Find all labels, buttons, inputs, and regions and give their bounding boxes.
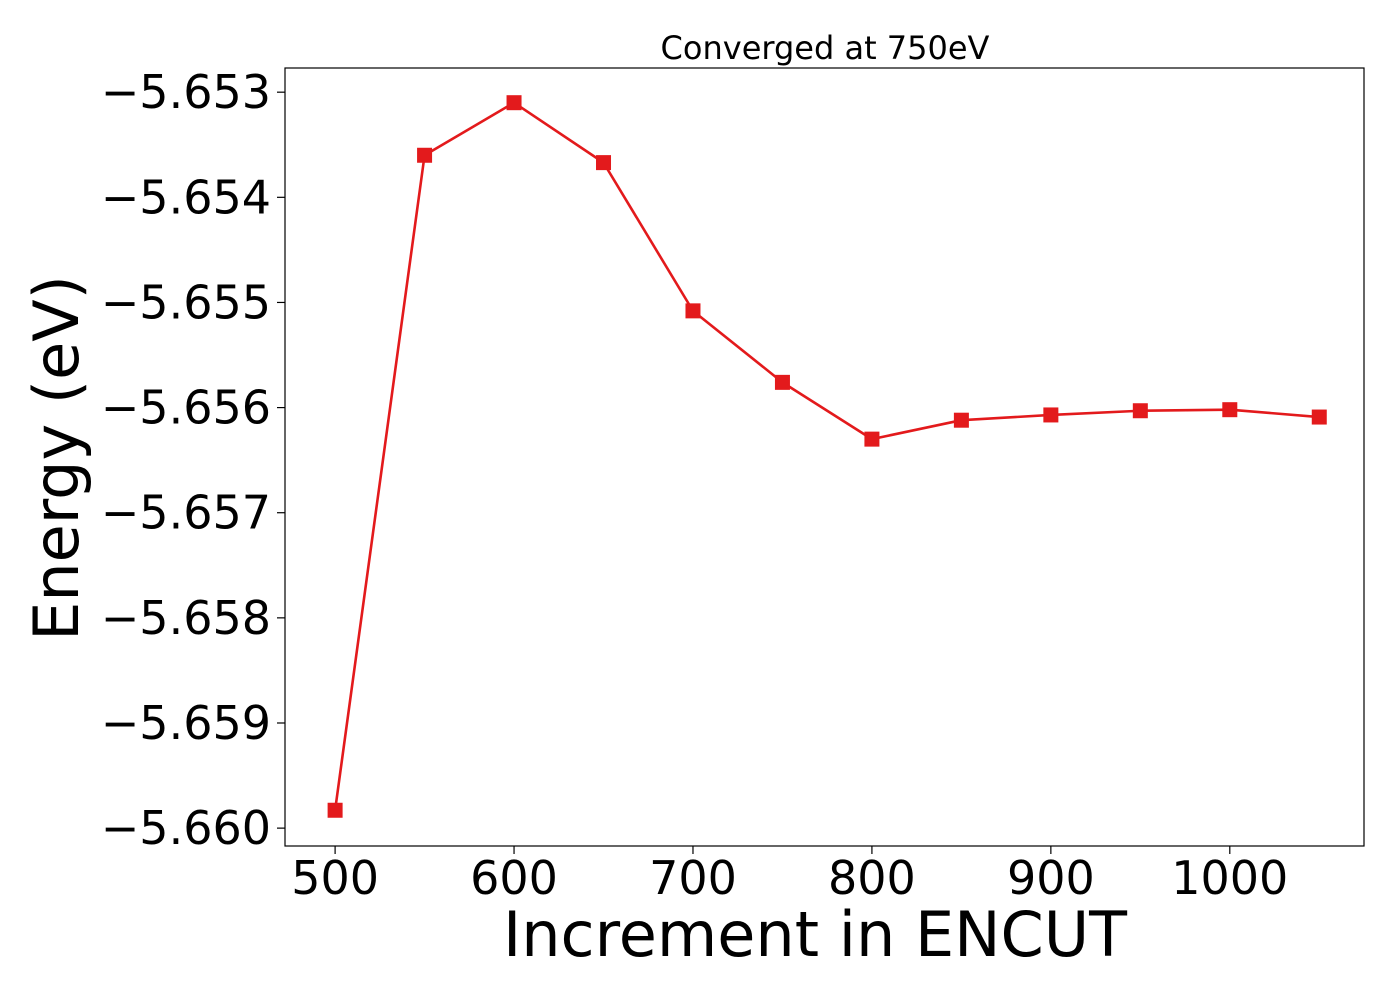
- series-layer: [327, 95, 1327, 818]
- data-point: [1222, 402, 1238, 418]
- data-point: [596, 155, 612, 171]
- x-tick-label: 500: [291, 851, 379, 905]
- x-tick-label: 800: [828, 851, 916, 905]
- y-axis-label: Energy (eV): [20, 275, 93, 641]
- data-point: [685, 303, 701, 319]
- y-tick-label: −5.655: [101, 275, 271, 329]
- data-point: [953, 412, 969, 428]
- x-axis-ticks: 500 600 700 800 900 1000: [291, 846, 1288, 905]
- y-axis-ticks: −5.653 −5.654 −5.655 −5.656 −5.657 −5.658 −5.6…: [101, 65, 285, 855]
- chart-title: Converged at 750eV: [661, 29, 990, 67]
- y-tick-label: −5.654: [101, 170, 271, 224]
- y-tick-label: −5.656: [101, 381, 271, 435]
- y-tick-label: −5.659: [101, 696, 271, 750]
- y-tick-label: −5.660: [101, 801, 271, 855]
- y-tick-label: −5.658: [101, 591, 271, 645]
- data-point: [327, 802, 343, 818]
- data-point: [1311, 409, 1327, 425]
- data-point: [1132, 403, 1148, 419]
- x-axis-label: Increment in ENCUT: [503, 898, 1128, 971]
- data-point: [864, 431, 880, 447]
- y-tick-label: −5.657: [101, 486, 271, 540]
- x-tick-label: 600: [470, 851, 558, 905]
- data-point: [417, 147, 433, 163]
- y-tick-label: −5.653: [101, 65, 271, 119]
- x-tick-label: 700: [649, 851, 737, 905]
- data-point: [1043, 407, 1059, 423]
- x-tick-label: 900: [1007, 851, 1095, 905]
- series-line: [333, 101, 1320, 811]
- x-tick-label: 1000: [1171, 851, 1288, 905]
- plot-area-frame: [284, 67, 1365, 847]
- data-point: [774, 374, 790, 390]
- data-point: [506, 95, 522, 111]
